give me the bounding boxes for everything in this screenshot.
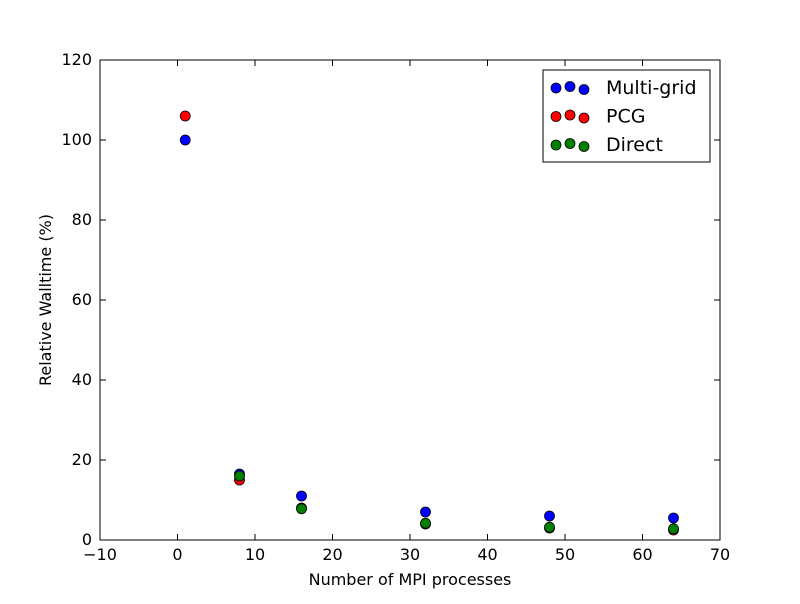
x-tick-label: 70 [710,545,730,564]
data-point [420,517,431,529]
legend-label: PCG [606,106,645,128]
x-tick-label: −10 [83,545,117,564]
legend-marker [564,109,576,121]
legend: Multi-grid PCG Direct [542,69,711,163]
y-axis-label: Relative Walltime (%) [36,214,55,386]
data-point [296,503,307,515]
y-tick-label: 0 [82,530,92,549]
data-point [420,506,431,518]
legend-marker [578,112,590,124]
legend-marker [550,111,562,122]
legend-marker [564,138,576,149]
data-point [179,134,191,146]
x-tick-label: 20 [322,545,342,564]
legend-entry: Multi-grid [550,77,697,99]
y-tick-label: 120 [61,50,92,69]
legend-label: Multi-grid [606,77,697,99]
y-tick-label: 20 [72,450,92,469]
x-tick-label: 50 [555,545,575,564]
x-tick-label: 0 [172,545,182,564]
x-axis-label: Number of MPI processes [309,570,512,589]
data-point [544,510,555,522]
series-multi-grid [179,134,679,524]
x-tick-label: 40 [477,545,497,564]
y-tick-label: 100 [61,130,92,149]
y-tick-label: 60 [72,290,92,309]
legend-entry: Direct [550,134,663,156]
series-pcg [179,110,679,536]
legend-entry: PCG [550,106,645,128]
data-point [668,523,679,535]
data-point [179,110,191,122]
x-tick-label: 30 [400,545,420,564]
data-point [544,521,555,533]
y-tick-label: 40 [72,370,92,389]
legend-marker [550,139,562,151]
legend-label: Direct [606,134,663,156]
x-tick-label: 60 [632,545,652,564]
series-direct [234,470,679,535]
legend-marker [578,84,590,95]
markers-layer [179,110,679,536]
legend-marker [564,81,576,92]
data-point [296,490,307,502]
data-point [234,470,245,482]
legend-marker [550,82,562,94]
legend-marker [578,141,590,152]
data-point [668,512,679,524]
y-tick-label: 80 [72,210,92,229]
x-tick-label: 10 [245,545,265,564]
